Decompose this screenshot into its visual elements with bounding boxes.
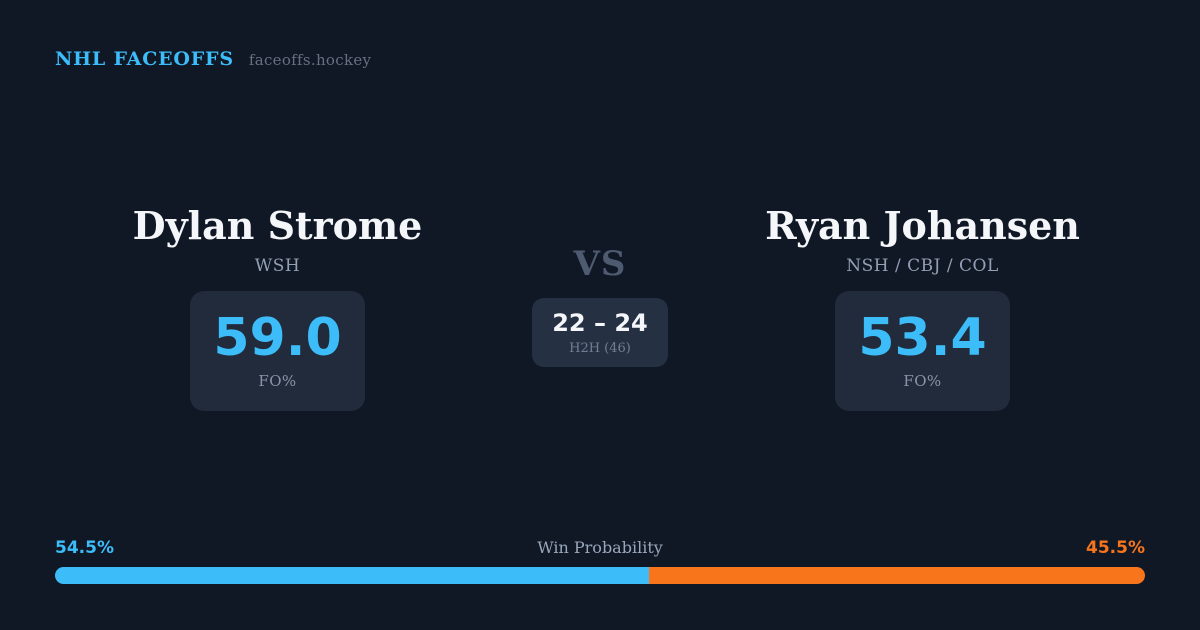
h2h-sample-label: H2H (46) xyxy=(569,340,631,356)
player-right-column: Ryan Johansen NSH / CBJ / COL 53.4 FO% xyxy=(700,203,1145,411)
player-left-fo-label: FO% xyxy=(258,371,297,390)
site-url-text: faceoffs.hockey xyxy=(248,51,372,69)
winprob-title: Win Probability xyxy=(537,538,663,557)
player-right-fo-card: 53.4 FO% xyxy=(835,290,1010,411)
versus-column: VS 22 – 24 H2H (46) xyxy=(500,203,700,367)
brand-logo-text: NHL FACEOFFS xyxy=(55,48,234,70)
win-probability-labels: 54.5% Win Probability 45.5% xyxy=(55,538,1145,558)
player-left-fo-card: 59.0 FO% xyxy=(190,290,365,411)
player-left-fo-value: 59.0 xyxy=(213,307,342,368)
winprob-left-pct: 54.5% xyxy=(55,538,114,558)
matchup-row: Dylan Strome WSH 59.0 FO% VS 22 – 24 H2H… xyxy=(0,203,1200,411)
player-left-teams: WSH xyxy=(254,255,301,276)
vs-label: VS xyxy=(573,244,627,284)
winprob-right-pct: 45.5% xyxy=(1086,538,1145,558)
header: NHL FACEOFFS faceoffs.hockey xyxy=(0,0,1200,70)
player-left-name: Dylan Strome xyxy=(132,203,423,248)
winprob-bar-right-segment xyxy=(649,567,1145,584)
player-right-fo-value: 53.4 xyxy=(858,307,987,368)
win-probability-section: 54.5% Win Probability 45.5% xyxy=(55,538,1145,584)
h2h-score: 22 – 24 xyxy=(552,308,648,337)
h2h-card: 22 – 24 H2H (46) xyxy=(532,297,668,367)
winprob-bar-left-segment xyxy=(55,567,650,584)
player-right-name: Ryan Johansen xyxy=(765,203,1080,248)
winprob-bar xyxy=(55,567,1145,584)
player-right-fo-label: FO% xyxy=(903,371,942,390)
player-right-teams: NSH / CBJ / COL xyxy=(846,255,999,276)
player-left-column: Dylan Strome WSH 59.0 FO% xyxy=(55,203,500,411)
